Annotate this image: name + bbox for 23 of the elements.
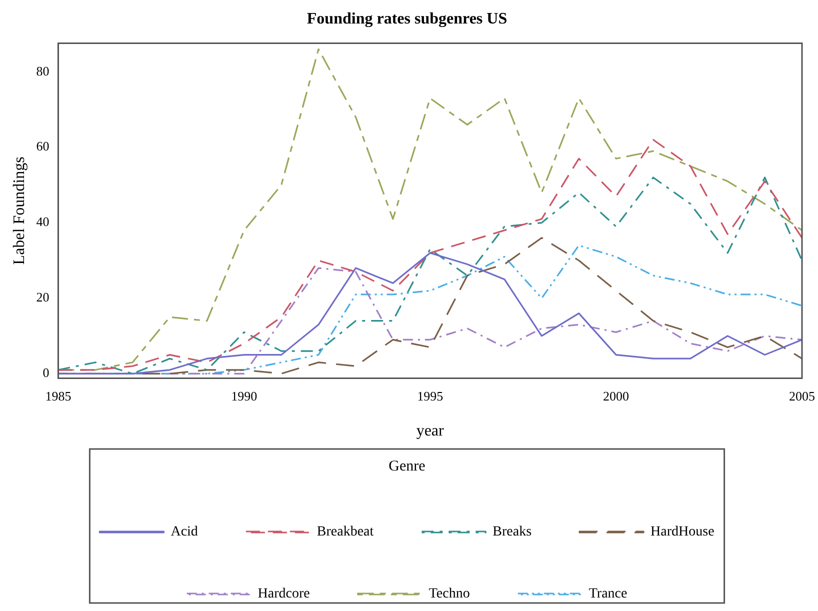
x-axis-title: year bbox=[416, 422, 445, 440]
legend-label: Techno bbox=[428, 586, 470, 602]
y-tick-label: 20 bbox=[36, 290, 50, 305]
x-tick-label: 2005 bbox=[789, 388, 815, 404]
y-axis-title: Label Foundings bbox=[10, 156, 28, 265]
legend-title: Genre bbox=[388, 458, 426, 474]
x-tick-label: 1985 bbox=[45, 388, 72, 404]
y-tick-label: 80 bbox=[36, 63, 50, 78]
x-tick-label: 1990 bbox=[231, 388, 258, 404]
x-tick-label: 1995 bbox=[417, 388, 444, 404]
y-tick-label: 40 bbox=[36, 214, 50, 230]
legend-label: Hardcore bbox=[258, 586, 310, 602]
y-tick-label: 0 bbox=[42, 365, 50, 380]
legend-label: Breakbeat bbox=[316, 524, 374, 540]
legend-label: HardHouse bbox=[650, 524, 714, 540]
x-tick-label: 2000 bbox=[603, 388, 630, 404]
chart-title: Founding rates subgenres US bbox=[306, 10, 508, 28]
legend-label: Acid bbox=[170, 524, 198, 540]
y-tick-label: 60 bbox=[36, 138, 50, 154]
line-series bbox=[58, 138, 802, 371]
line-series bbox=[58, 176, 802, 374]
legend-label: Trance bbox=[588, 586, 628, 602]
legend-label: Breaks bbox=[492, 524, 532, 540]
